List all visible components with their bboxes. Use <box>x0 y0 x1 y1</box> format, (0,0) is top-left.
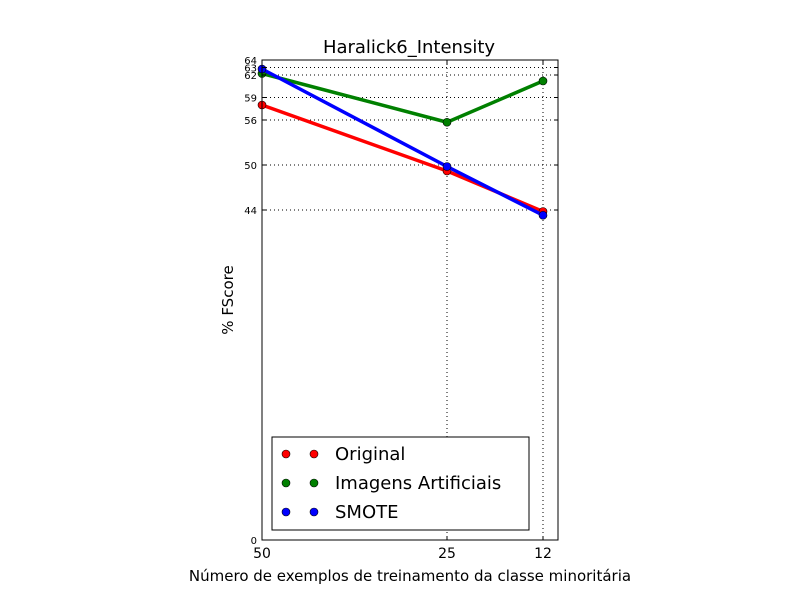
y-tick-label: 64 <box>244 56 257 67</box>
y-tick-label: 0 <box>251 536 257 547</box>
x-tick-label: 12 <box>534 546 552 562</box>
series-line <box>261 67 544 217</box>
y-tick-label: 56 <box>244 116 257 127</box>
data-point <box>538 76 548 86</box>
legend-marker <box>309 507 319 517</box>
x-tick-label: 25 <box>438 546 456 562</box>
legend-label: Imagens Artificiais <box>335 473 501 494</box>
data-point <box>442 162 452 171</box>
y-axis-label: % FScore <box>219 265 237 334</box>
legend-marker <box>281 449 291 459</box>
y-tick-label: 59 <box>244 94 257 105</box>
data-point <box>442 117 452 127</box>
y-tick-label: 63 <box>244 64 257 75</box>
y-tick-label: 62 <box>244 71 257 82</box>
legend-marker <box>309 478 319 488</box>
legend: Original Imagens Artificiais SMOTE <box>271 436 530 531</box>
chart-title: Haralick6_Intensity <box>323 37 495 58</box>
legend-label: SMOTE <box>335 502 399 523</box>
y-tick-label: 44 <box>244 206 257 217</box>
legend-label: Original <box>335 444 405 465</box>
series-layer <box>257 64 548 220</box>
x-tick-label: 50 <box>253 546 271 562</box>
y-tick-label: 50 <box>244 161 257 172</box>
data-point <box>538 210 548 220</box>
x-axis-label: Número de exemplos de treinamento da cla… <box>189 567 631 585</box>
legend-marker <box>281 478 291 488</box>
plot-frame <box>261 59 559 541</box>
legend-marker <box>281 507 291 517</box>
legend-marker <box>309 449 319 459</box>
